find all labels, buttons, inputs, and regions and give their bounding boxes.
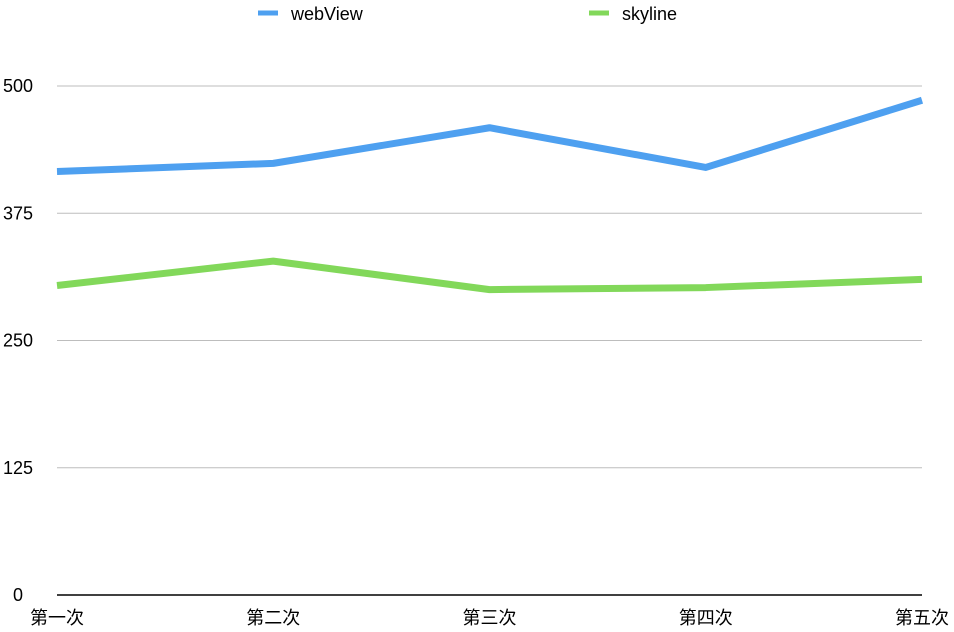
x-tick-label: 第三次 [463, 608, 517, 628]
series-lines [56, 96, 924, 294]
legend-label-skyline: skyline [622, 4, 677, 24]
x-tick-label: 第二次 [246, 608, 300, 628]
series-line-webView [56, 96, 924, 176]
y-tick-label: 250 [3, 331, 33, 351]
y-tick-label: 375 [3, 203, 33, 223]
y-tick-label: 500 [3, 76, 33, 96]
axes: 0 125 250 375 500 第一次 第二次 第三次 第四次 第五次 [3, 76, 949, 628]
y-tick-label: 0 [13, 585, 23, 605]
x-tick-label: 第一次 [30, 608, 84, 628]
legend: webView skyline [258, 4, 677, 24]
grid-lines [57, 85, 922, 469]
x-tick-label: 第四次 [679, 608, 733, 628]
series-line-skyline [56, 257, 923, 294]
x-tick-label: 第五次 [895, 608, 949, 628]
y-tick-label: 125 [3, 458, 33, 478]
legend-label-webView: webView [290, 4, 364, 24]
